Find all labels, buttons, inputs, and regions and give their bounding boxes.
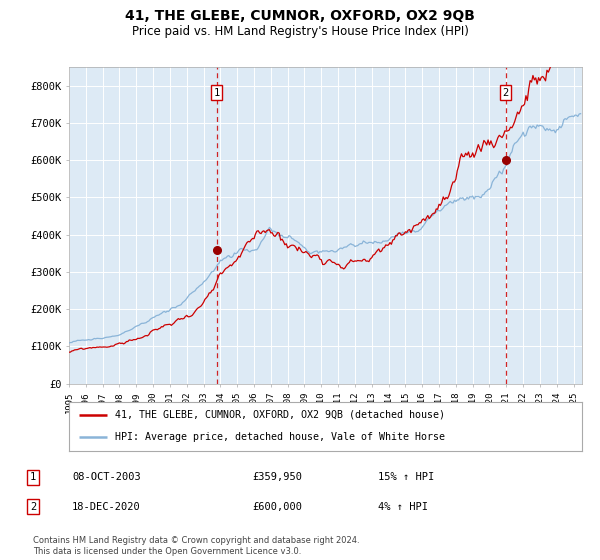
Text: 15% ↑ HPI: 15% ↑ HPI [378,472,434,482]
Text: 41, THE GLEBE, CUMNOR, OXFORD, OX2 9QB (detached house): 41, THE GLEBE, CUMNOR, OXFORD, OX2 9QB (… [115,410,445,420]
Text: 08-OCT-2003: 08-OCT-2003 [72,472,141,482]
Text: 41, THE GLEBE, CUMNOR, OXFORD, OX2 9QB: 41, THE GLEBE, CUMNOR, OXFORD, OX2 9QB [125,9,475,23]
Text: 1: 1 [214,87,220,97]
Text: 2: 2 [503,87,509,97]
Text: £359,950: £359,950 [252,472,302,482]
Text: 1: 1 [30,472,36,482]
Text: HPI: Average price, detached house, Vale of White Horse: HPI: Average price, detached house, Vale… [115,432,445,442]
Text: Price paid vs. HM Land Registry's House Price Index (HPI): Price paid vs. HM Land Registry's House … [131,25,469,38]
Text: Contains HM Land Registry data © Crown copyright and database right 2024.
This d: Contains HM Land Registry data © Crown c… [33,536,359,556]
Text: 2: 2 [30,502,36,512]
Text: 4% ↑ HPI: 4% ↑ HPI [378,502,428,512]
Text: 18-DEC-2020: 18-DEC-2020 [72,502,141,512]
Text: £600,000: £600,000 [252,502,302,512]
